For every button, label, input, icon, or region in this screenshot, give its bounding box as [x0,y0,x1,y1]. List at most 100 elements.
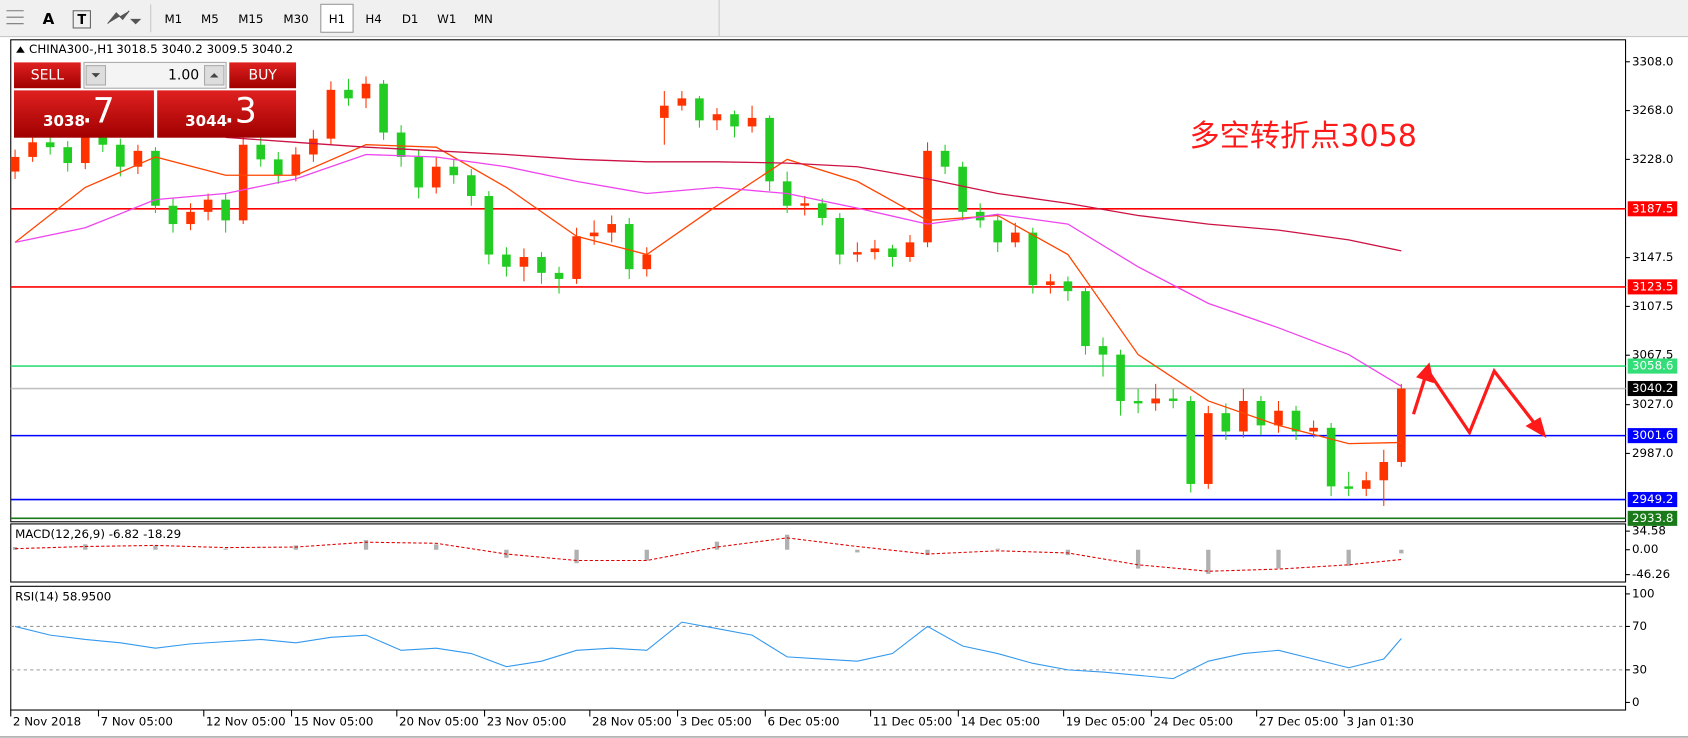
candle-body [1239,400,1248,432]
candle-body [747,117,757,127]
y-tick-label: 3107.5 [1632,299,1673,313]
annotation: 多空转折点3058 [1190,119,1417,154]
x-tick-label: 19 Dec 05:00 [1066,714,1146,728]
macd-signal [15,537,1402,572]
macd-bar [995,548,1000,550]
price-level-tag [1627,358,1678,374]
candle-body [414,156,423,188]
candle-body [151,150,160,206]
timeframe-button[interactable]: M1 [164,12,182,26]
timeframe-button[interactable]: H1 [329,12,345,26]
candle-body [361,83,371,99]
timeframe-button[interactable]: M15 [238,12,263,26]
price-level-label: 3001.6 [1632,428,1673,442]
macd-bar [434,544,439,550]
timeframe-button[interactable]: D1 [402,12,419,26]
price-level-label: 3040.2 [1632,381,1673,395]
ohlc-text: 3018.5 3040.2 3009.5 3040.2 [116,42,293,56]
candle-body [1046,281,1055,286]
candle-body [116,144,125,167]
buy-button[interactable] [229,62,297,89]
candle-body [45,142,55,148]
moving-average [14,153,1402,387]
x-tick-label: 15 Nov 05:00 [294,714,374,728]
y-tick-label: 2987.0 [1632,446,1673,460]
price-level-tag [1627,510,1678,526]
candle-body [238,144,248,221]
timeframe-button[interactable]: M30 [283,12,308,26]
price-level-tag [1627,492,1678,508]
candle-body [695,98,704,121]
candle-body [168,205,178,225]
candle-body [660,105,669,118]
sell-label: SELL [31,67,65,83]
candle-body [554,272,564,279]
candle-body [993,220,1003,243]
candle-body [1326,427,1336,487]
candle-body [466,175,476,196]
buy-price-frac: .3 [224,91,257,131]
candle-body [1274,410,1283,426]
candle-body [1256,400,1266,426]
x-tick-label: 11 Dec 05:00 [873,714,953,728]
candle-body [589,232,599,237]
one-click-trading: SELL 1.00 BUY 3038 .7 3044 .3 [13,61,297,138]
candle-body [133,150,143,167]
y-tick-label: 3027.0 [1632,397,1673,411]
buy-price-main: 3044 [185,112,227,130]
shapes-tool[interactable] [107,10,142,25]
x-tick-label: 27 Dec 05:00 [1259,714,1339,728]
macd-bar [785,534,790,550]
sell-price-box[interactable] [13,90,154,138]
macd-bar [1399,549,1404,554]
candle-body [712,114,722,121]
price-level-label: 2933.8 [1632,511,1673,525]
x-tick-label: 3 Jan 01:30 [1347,714,1414,728]
y-tick-label: 0.00 [1632,542,1658,556]
macd-bar [153,545,158,550]
candle-body [765,117,774,182]
macd-bar [363,540,369,550]
timeframe-button[interactable]: MN [474,12,493,26]
candle-body [1151,398,1160,404]
rsi-frame [10,585,1627,711]
macd-bar [855,549,860,553]
macd-frame [10,523,1627,583]
price-level-label: 2949.2 [1632,492,1673,506]
candle-body [1098,346,1108,355]
candle-body [1379,461,1389,481]
timeframe-button[interactable]: H4 [365,12,381,26]
macd-bar [1346,549,1351,566]
candle-body [186,211,195,225]
candle-body [502,254,511,267]
chart-title: CHINA300-,H1 [29,42,114,56]
text-tool[interactable]: A [43,10,55,28]
lot-field[interactable] [83,61,227,89]
candle-body [1133,400,1143,404]
x-tick-label: 6 Dec 05:00 [767,714,839,728]
moving-average [14,144,1402,445]
x-tick-label: 24 Dec 05:00 [1154,714,1234,728]
candle-body [853,252,862,255]
y-tick-label: 30 [1632,662,1647,676]
candle-body [730,114,739,127]
candle-body [537,256,546,273]
sell-price-frac: .7 [82,91,115,131]
candle-body [1397,388,1406,462]
timeframe-button[interactable]: W1 [437,12,456,26]
chart-layer: 3308.03268.03228.03147.53107.53067.53027… [10,54,1678,728]
buy-price-box[interactable] [157,90,297,138]
candle-body [1081,291,1090,347]
timeframe-button[interactable]: M5 [201,12,219,26]
candle-body [309,138,318,155]
x-tick-label: 7 Nov 05:00 [101,714,173,728]
macd-bar [925,549,930,556]
candle-body [835,217,845,255]
label-tool[interactable] [72,10,91,29]
collapse-icon[interactable] [16,46,25,53]
y-tick-label: 3147.5 [1632,250,1673,264]
candle-body [1063,281,1073,292]
sell-button[interactable] [13,62,81,89]
crosshair-tool[interactable] [6,10,24,25]
zigzag-arrow [1411,362,1547,438]
